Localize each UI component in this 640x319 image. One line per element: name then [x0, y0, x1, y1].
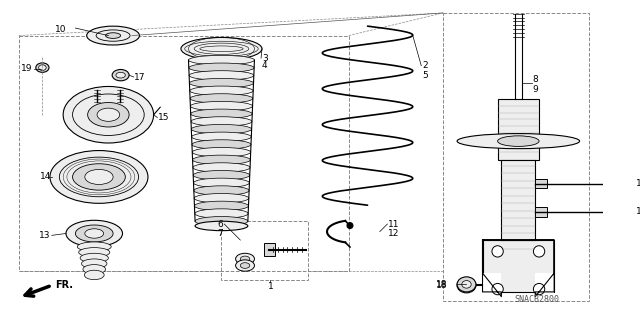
Ellipse shape: [112, 70, 129, 81]
Text: 5: 5: [422, 70, 428, 80]
Text: 1: 1: [268, 282, 273, 291]
Text: 18: 18: [436, 280, 447, 289]
Circle shape: [347, 223, 353, 228]
Ellipse shape: [76, 225, 113, 242]
Ellipse shape: [86, 26, 140, 45]
Ellipse shape: [72, 164, 125, 190]
Ellipse shape: [181, 37, 262, 60]
Bar: [443, 13, 589, 301]
Ellipse shape: [77, 242, 111, 251]
Text: 18: 18: [436, 281, 447, 290]
Circle shape: [533, 246, 545, 257]
Ellipse shape: [462, 282, 471, 289]
Ellipse shape: [193, 178, 250, 188]
Ellipse shape: [116, 72, 125, 78]
Text: 2: 2: [422, 61, 428, 70]
Ellipse shape: [195, 217, 248, 226]
Text: 11: 11: [388, 219, 400, 228]
Ellipse shape: [66, 220, 122, 247]
Text: 12: 12: [388, 229, 399, 238]
Text: FR.: FR.: [56, 280, 74, 290]
Text: 10: 10: [54, 26, 66, 34]
Text: 15: 15: [158, 113, 170, 122]
Ellipse shape: [189, 63, 254, 72]
Ellipse shape: [84, 270, 104, 280]
Ellipse shape: [97, 108, 120, 121]
Ellipse shape: [236, 260, 255, 271]
Ellipse shape: [195, 209, 248, 218]
Text: 3: 3: [262, 54, 268, 63]
Text: 13: 13: [40, 231, 51, 240]
Ellipse shape: [191, 109, 252, 118]
Ellipse shape: [189, 78, 253, 88]
Ellipse shape: [193, 155, 250, 165]
Text: 16: 16: [636, 179, 640, 188]
Ellipse shape: [457, 278, 476, 293]
Text: 17: 17: [134, 72, 145, 82]
Text: 6: 6: [218, 219, 223, 228]
Ellipse shape: [462, 281, 471, 288]
Bar: [19, 36, 349, 271]
Bar: [483, 240, 554, 292]
Ellipse shape: [72, 94, 144, 136]
Ellipse shape: [80, 253, 108, 263]
Text: 14: 14: [40, 173, 51, 182]
Circle shape: [492, 246, 503, 257]
Ellipse shape: [189, 71, 254, 80]
Ellipse shape: [88, 102, 129, 127]
Ellipse shape: [195, 201, 248, 211]
Ellipse shape: [81, 259, 107, 268]
Ellipse shape: [192, 140, 251, 149]
Ellipse shape: [192, 147, 251, 157]
Circle shape: [533, 283, 545, 295]
Ellipse shape: [194, 186, 249, 195]
Text: 8: 8: [532, 75, 538, 84]
Ellipse shape: [195, 221, 248, 231]
Ellipse shape: [457, 277, 476, 292]
Ellipse shape: [189, 86, 253, 95]
Text: 4: 4: [262, 61, 268, 70]
Ellipse shape: [191, 117, 252, 126]
Bar: [511, 137, 526, 146]
Ellipse shape: [240, 256, 250, 262]
Text: 9: 9: [532, 85, 538, 94]
Ellipse shape: [236, 253, 255, 264]
Bar: [535, 207, 547, 217]
Ellipse shape: [193, 163, 250, 172]
Ellipse shape: [38, 65, 46, 70]
Text: 16: 16: [636, 207, 640, 216]
Ellipse shape: [240, 263, 250, 268]
Bar: [264, 243, 275, 256]
Ellipse shape: [190, 101, 253, 111]
Ellipse shape: [191, 124, 252, 134]
Bar: [221, 221, 308, 280]
Ellipse shape: [79, 248, 110, 257]
Bar: [535, 179, 547, 188]
Ellipse shape: [497, 136, 539, 146]
Ellipse shape: [191, 132, 252, 142]
Text: SNACB2800: SNACB2800: [515, 295, 560, 304]
Ellipse shape: [193, 170, 250, 180]
Bar: [497, 99, 539, 160]
Ellipse shape: [85, 169, 113, 184]
Ellipse shape: [85, 229, 104, 238]
Circle shape: [492, 283, 503, 295]
Bar: [535, 273, 554, 297]
Ellipse shape: [194, 194, 249, 203]
Bar: [501, 160, 535, 249]
Text: 19: 19: [20, 64, 32, 73]
Ellipse shape: [50, 151, 148, 203]
Ellipse shape: [106, 33, 120, 38]
Ellipse shape: [96, 30, 130, 41]
Ellipse shape: [190, 94, 253, 103]
Text: 7: 7: [218, 229, 223, 238]
Ellipse shape: [189, 56, 255, 65]
Ellipse shape: [83, 264, 106, 274]
Ellipse shape: [63, 86, 154, 143]
Ellipse shape: [36, 63, 49, 72]
Bar: [483, 273, 501, 297]
Ellipse shape: [457, 134, 580, 149]
Ellipse shape: [60, 157, 138, 197]
